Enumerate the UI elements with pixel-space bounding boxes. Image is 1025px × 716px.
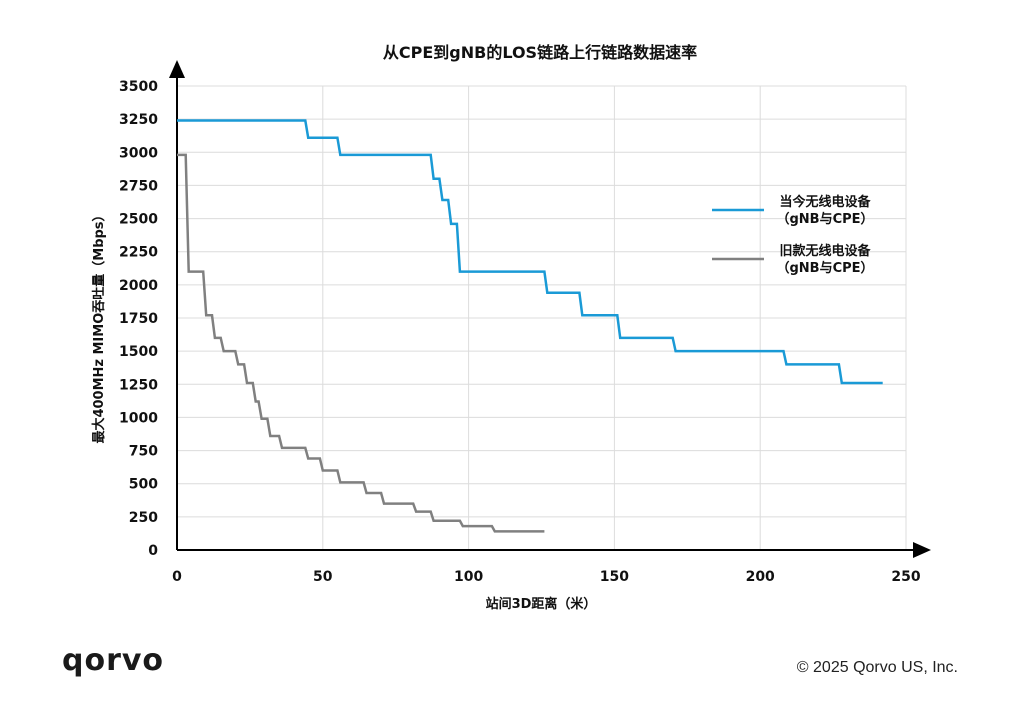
qorvo-logo: qorvo bbox=[62, 643, 164, 678]
y-tick-label: 3500 bbox=[119, 79, 158, 95]
x-tick-label: 0 bbox=[172, 569, 182, 585]
x-tick-label: 250 bbox=[891, 569, 920, 585]
grid bbox=[177, 85, 907, 550]
x-axis-label: 站间3D距离（米） bbox=[486, 596, 597, 612]
legend-label-legacy: 旧款无线电设备 bbox=[779, 243, 871, 259]
y-tick-label: 750 bbox=[129, 444, 158, 460]
series-layer bbox=[177, 119, 883, 533]
qorvo-logo-text: qorvo bbox=[62, 643, 164, 678]
y-axis-label: 最大400MHz MIMO吞吐量（Mbps） bbox=[91, 208, 107, 443]
y-tick-label: 2000 bbox=[119, 278, 158, 294]
y-tick-label: 500 bbox=[129, 477, 158, 493]
y-tick-label: 2750 bbox=[119, 178, 158, 194]
copyright-text: © 2025 Qorvo US, Inc. bbox=[797, 659, 958, 676]
y-tick-label: 1500 bbox=[119, 344, 158, 360]
y-tick-label: 2500 bbox=[119, 212, 158, 228]
y-tick-label: 250 bbox=[129, 510, 158, 526]
y-tick-label: 3000 bbox=[119, 145, 158, 161]
series-line-legacy bbox=[177, 153, 545, 533]
legend-label-current: 当今无线电设备 bbox=[779, 194, 871, 210]
y-tick-label: 1750 bbox=[119, 311, 158, 327]
legend: 当今无线电设备 （gNB与CPE） 旧款无线电设备 （gNB与CPE） bbox=[712, 194, 874, 276]
legend-label-current-sub: （gNB与CPE） bbox=[776, 211, 873, 227]
x-tick-label: 100 bbox=[454, 569, 483, 585]
y-axis-arrow bbox=[169, 60, 185, 78]
legend-label-legacy-sub: （gNB与CPE） bbox=[776, 260, 873, 276]
axes bbox=[169, 60, 931, 558]
x-tick-label: 150 bbox=[600, 569, 629, 585]
x-tick-label: 50 bbox=[313, 569, 333, 585]
chart-title: 从CPE到gNB的LOS链路上行链路数据速率 bbox=[383, 43, 697, 62]
x-axis-arrow bbox=[913, 542, 931, 558]
y-tick-label: 3250 bbox=[119, 112, 158, 128]
series-line-current bbox=[177, 119, 883, 385]
y-tick-label: 1250 bbox=[119, 377, 158, 393]
x-tick-label: 200 bbox=[746, 569, 775, 585]
tick-labels: 0250500750100012501500175020002250250027… bbox=[119, 79, 921, 585]
y-tick-label: 1000 bbox=[119, 410, 158, 426]
y-tick-label: 0 bbox=[148, 543, 158, 559]
y-tick-label: 2250 bbox=[119, 245, 158, 261]
